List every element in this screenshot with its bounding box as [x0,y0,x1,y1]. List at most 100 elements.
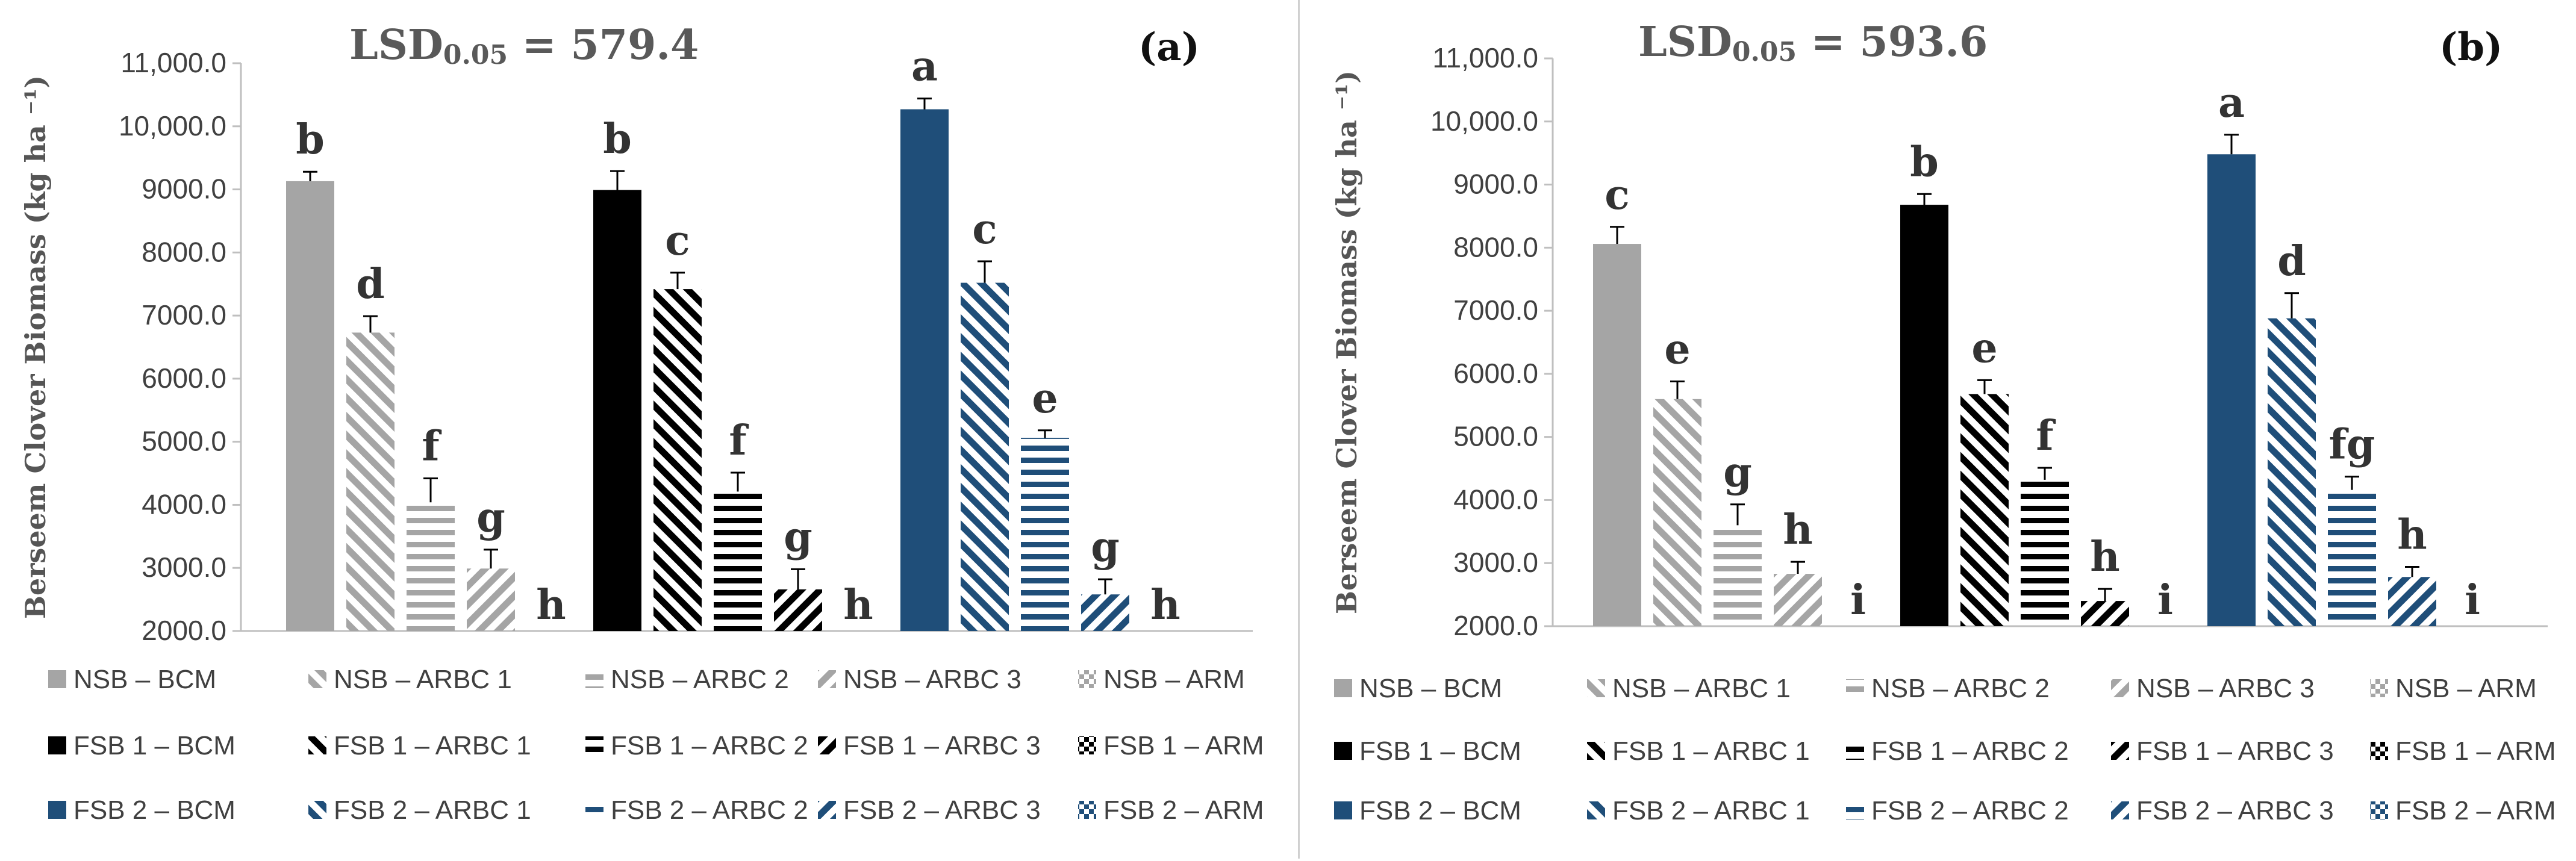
legend-item: FSB 1 – ARBC 2 [611,731,808,760]
y-tick-label: 2000.0 [1453,610,1538,641]
significance-letter: a [911,43,938,91]
legend-item: FSB 2 – ARBC 3 [843,795,1041,825]
bar-nsb-arbc1 [346,332,395,631]
legend-item: NSB – ARBC 1 [334,665,512,694]
significance-letter: e [1971,324,1997,372]
y-tick-label: 3000.0 [142,552,226,583]
legend-swatch [818,670,836,688]
bar-fsb2-arbc1 [2268,318,2316,626]
significance-letter: h [2090,533,2119,581]
legend-item: NSB – ARBC 1 [1612,674,1791,703]
bar-nsb-bcm [286,181,334,631]
legend-item: FSB 1 – ARBC 3 [2136,736,2334,766]
significance-letter: h [1783,506,1812,554]
legend-swatch [48,670,66,688]
significance-letter: d [2277,237,2306,285]
legend-item: NSB – ARBC 3 [843,665,1021,694]
legend-swatch [818,736,836,754]
legend-swatch [1078,801,1096,819]
bar-nsb-arbc3 [467,568,515,631]
legend-item: FSB 2 – ARM [1103,795,1264,825]
significance-letter: f [729,417,749,465]
legend-item: FSB 2 – ARBC 1 [334,795,531,825]
legend-item: NSB – ARBC 3 [2136,674,2315,703]
bar-fsb2-arbc2 [1021,438,1069,631]
significance-letter: b [603,115,632,163]
chart-title-lsd: LSD0.05 = 593.6 [1638,18,1988,67]
significance-letter: g [784,513,812,561]
significance-letter: h [2397,511,2427,559]
bar-nsb-arbc3 [1774,574,1822,626]
legend-item: FSB 1 – ARM [2395,736,2556,766]
legend-item: NSB – ARBC 2 [1871,674,2050,703]
legend-item: FSB 2 – ARM [2395,796,2556,825]
y-tick-label: 3000.0 [1453,547,1538,578]
significance-letter: fg [2329,421,2375,469]
legend-swatch [1078,736,1096,754]
significance-letter: c [972,205,997,253]
significance-letter: i [2157,576,2173,624]
bar-fsb2-bcm [900,109,949,631]
bar-fsb2-arbc3 [1081,594,1129,631]
significance-letter: h [1150,581,1180,629]
bar-fsb2-arbc3 [2388,577,2436,626]
legend-item: NSB – ARM [2395,674,2537,703]
legend-swatch [1078,670,1096,688]
legend-swatch [48,736,66,754]
y-axis-label: Berseem Clover Biomass (kg ha ⁻¹) [19,75,52,619]
y-tick-label: 2000.0 [142,615,226,646]
y-tick-label: 6000.0 [142,362,226,394]
legend-swatch [1846,742,1864,760]
significance-letter: g [1091,523,1120,571]
legend-swatch [308,670,326,688]
legend-item: NSB – ARBC 2 [611,665,789,694]
legend-swatch [1334,679,1352,697]
y-tick-label: 7000.0 [1453,294,1538,326]
legend-item: NSB – BCM [1359,674,1502,703]
legend-swatch [1587,742,1605,760]
legend-swatch [2370,742,2388,760]
legend-swatch [818,801,836,819]
chart-title-lsd: LSD0.05 = 579.4 [349,21,699,70]
legend-item: NSB – ARM [1103,665,1245,694]
y-tick-label: 5000.0 [1453,421,1538,452]
legend-swatch [2111,801,2129,819]
legend-item: FSB 2 – ARBC 2 [611,795,808,825]
legend-swatch [1587,801,1605,819]
panel-tag: (a) [1138,25,1200,70]
significance-letter: f [2036,412,2056,460]
bar-fsb1-arbc3 [2081,601,2129,626]
significance-letter: b [1910,138,1939,186]
bar-fsb1-arbc1 [1960,394,2009,626]
legend-item: FSB 1 – BCM [73,731,235,760]
legend-swatch [585,801,603,819]
y-tick-label: 11,000.0 [1432,42,1538,73]
y-tick-label: 9000.0 [1453,169,1538,200]
significance-letter: i [2465,576,2480,624]
y-tick-label: 5000.0 [142,426,226,457]
legend-item: FSB 2 – BCM [73,795,235,825]
significance-letter: e [1664,325,1690,373]
bar-fsb1-bcm [1900,205,1948,626]
bar-fsb1-arbc3 [774,589,822,631]
legend-swatch [1587,679,1605,697]
legend-item: FSB 1 – ARBC 1 [334,731,531,760]
y-tick-label: 4000.0 [142,488,226,520]
legend-swatch [2370,679,2388,697]
bar-fsb1-arbc2 [714,491,762,631]
legend-item: FSB 2 – ARBC 2 [1871,796,2069,825]
significance-letter: a [2218,79,2245,127]
y-tick-label: 11,000.0 [120,47,226,78]
legend-swatch [585,736,603,754]
y-tick-label: 8000.0 [142,236,226,267]
bar-fsb2-arbc2 [2328,490,2376,626]
legend-swatch [48,801,66,819]
significance-letter: c [1605,171,1629,219]
significance-letter: i [1850,576,1866,624]
y-axis-label: Berseem Clover Biomass (kg ha ⁻¹) [1330,70,1363,614]
bar-fsb2-arbc1 [961,282,1009,631]
legend-item: FSB 2 – ARBC 1 [1612,796,1810,825]
legend-item: FSB 2 – BCM [1359,796,1521,825]
